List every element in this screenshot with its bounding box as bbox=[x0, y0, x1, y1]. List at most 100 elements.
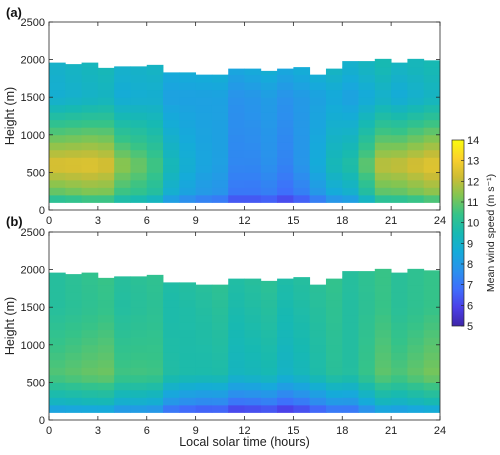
heatmap-cell bbox=[244, 344, 262, 353]
x-tick-label: 3 bbox=[95, 215, 101, 227]
heatmap-cell bbox=[130, 97, 148, 106]
heatmap-cell bbox=[407, 58, 425, 60]
heatmap-cell bbox=[325, 157, 343, 166]
heatmap-cell bbox=[277, 157, 294, 166]
heatmap-cell bbox=[49, 82, 66, 91]
heatmap-cell bbox=[97, 179, 115, 188]
heatmap-cell bbox=[195, 404, 213, 413]
heatmap-cell bbox=[97, 404, 115, 413]
heatmap-cell bbox=[97, 119, 115, 128]
heatmap-cell bbox=[325, 367, 343, 376]
heatmap-cell bbox=[342, 89, 359, 98]
heatmap-cell bbox=[65, 64, 82, 68]
heatmap-cell bbox=[407, 172, 425, 181]
heatmap-cell bbox=[391, 352, 408, 361]
heatmap-cell bbox=[49, 119, 66, 128]
heatmap-cell bbox=[407, 59, 425, 68]
heatmap-cell bbox=[114, 97, 131, 106]
heatmap-cell bbox=[97, 359, 115, 368]
heatmap-cell bbox=[179, 374, 197, 383]
heatmap-cell bbox=[325, 278, 343, 286]
heatmap-cell bbox=[81, 62, 99, 68]
heatmap-cell bbox=[195, 142, 213, 151]
heatmap-cell bbox=[325, 179, 343, 188]
heatmap-cell bbox=[228, 322, 245, 331]
heatmap-cell bbox=[423, 172, 440, 181]
heatmap-cell bbox=[195, 149, 213, 158]
heatmap-cell bbox=[114, 164, 131, 173]
x-tick-label: 24 bbox=[434, 425, 446, 437]
heatmap-cell bbox=[342, 284, 359, 293]
heatmap-cell bbox=[228, 142, 245, 151]
heatmap-cell bbox=[195, 344, 213, 353]
heatmap-cell bbox=[325, 172, 343, 181]
heatmap-cell bbox=[374, 149, 392, 158]
heatmap-cell bbox=[342, 194, 359, 203]
colorbar-tick-label: 5 bbox=[467, 321, 473, 333]
heatmap-cell bbox=[179, 187, 197, 196]
heatmap-cell bbox=[130, 179, 148, 188]
heatmap-cell bbox=[342, 299, 359, 308]
heatmap-cell bbox=[195, 299, 213, 308]
heatmap-cell bbox=[244, 187, 262, 196]
heatmap-cell bbox=[358, 134, 376, 143]
heatmap-cell bbox=[309, 104, 327, 113]
heatmap-cell bbox=[407, 67, 425, 76]
heatmap-cell bbox=[211, 179, 229, 188]
heatmap-cell bbox=[211, 404, 229, 413]
heatmap-cell bbox=[277, 172, 294, 181]
heatmap-cell bbox=[325, 374, 343, 383]
heatmap-cell bbox=[49, 322, 66, 331]
heatmap-cell bbox=[244, 142, 262, 151]
heatmap-cell bbox=[179, 112, 197, 121]
heatmap-cell bbox=[342, 337, 359, 346]
heatmap-cell bbox=[114, 67, 131, 76]
colorbar-tick-label: 10 bbox=[467, 218, 479, 230]
heatmap-cell bbox=[342, 74, 359, 83]
heatmap-cell bbox=[65, 89, 82, 98]
heatmap-cell bbox=[97, 337, 115, 346]
heatmap-cell bbox=[179, 314, 197, 323]
heatmap-cell bbox=[391, 74, 408, 83]
heatmap-cell bbox=[228, 172, 245, 181]
heatmap-cell bbox=[309, 299, 327, 308]
heatmap-cell bbox=[309, 112, 327, 121]
heatmap-cell bbox=[114, 179, 131, 188]
heatmap-cell bbox=[260, 280, 278, 286]
heatmap-cell bbox=[195, 187, 213, 196]
x-tick-label: 0 bbox=[46, 425, 52, 437]
heatmap-cell bbox=[374, 277, 392, 286]
heatmap-cell bbox=[244, 307, 262, 316]
heatmap-cell bbox=[97, 397, 115, 406]
heatmap-cell bbox=[423, 329, 440, 338]
heatmap-cell bbox=[130, 352, 148, 361]
heatmap-cell bbox=[146, 274, 164, 278]
heatmap-cell bbox=[374, 179, 392, 188]
heatmap-cell bbox=[423, 404, 440, 413]
heatmap-cell bbox=[179, 157, 197, 166]
heatmap-cell bbox=[97, 352, 115, 361]
heatmap-cell bbox=[244, 299, 262, 308]
heatmap-cell bbox=[228, 97, 245, 106]
heatmap-cell bbox=[114, 397, 131, 406]
heatmap-cell bbox=[97, 142, 115, 151]
heatmap-cell bbox=[342, 187, 359, 196]
heatmap-cell bbox=[81, 299, 99, 308]
heatmap-cell bbox=[49, 172, 66, 181]
heatmap-cell bbox=[244, 359, 262, 368]
heatmap-cell bbox=[374, 284, 392, 293]
heatmap-cell bbox=[260, 97, 278, 106]
heatmap-cell bbox=[97, 187, 115, 196]
heatmap-cell bbox=[260, 329, 278, 338]
heatmap-cell bbox=[260, 359, 278, 368]
heatmap-cell bbox=[49, 292, 66, 301]
heatmap-cell bbox=[179, 389, 197, 398]
heatmap-cell bbox=[423, 337, 440, 346]
heatmap-cell bbox=[260, 299, 278, 308]
heatmap-cell bbox=[97, 307, 115, 316]
heatmap-cell bbox=[179, 119, 197, 128]
heatmap-cell bbox=[228, 112, 245, 121]
heatmap-cell bbox=[374, 374, 392, 383]
colorbar-tick-label: 11 bbox=[467, 197, 478, 209]
heatmap-cell bbox=[195, 164, 213, 173]
